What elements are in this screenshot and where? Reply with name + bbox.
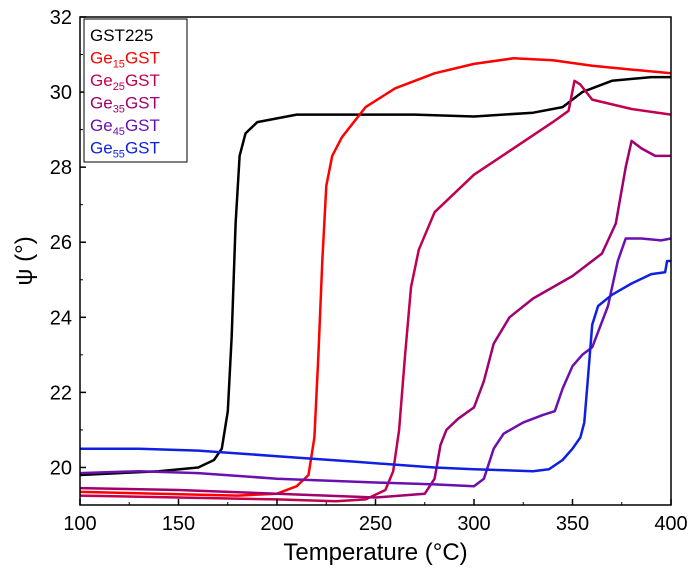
legend-entry-sub: 35	[113, 104, 125, 116]
legend-entry-6: Ge55GST	[90, 139, 160, 161]
series-line-3	[79, 79, 672, 503]
legend-entry-base: Ge	[90, 94, 113, 113]
legend: GST225Ge15GSTGe25GSTGe35GSTGe45GSTGe55GS…	[83, 18, 188, 163]
legend-entry-sub: 15	[113, 59, 125, 71]
y-tick-label: 28	[50, 157, 72, 179]
legend-entry-2: Ge15GST	[90, 49, 160, 71]
legend-box	[83, 18, 188, 163]
y-tick-label: 20	[50, 457, 72, 479]
legend-entry-suffix: GST	[125, 94, 160, 113]
x-tick-label: 250	[359, 513, 392, 535]
x-axis-title: Temperature (°C)	[283, 539, 467, 566]
x-tick-label: 200	[260, 513, 293, 535]
series-line-2	[79, 57, 672, 497]
legend-entry-3: Ge25GST	[90, 71, 160, 93]
series-line-4	[79, 139, 671, 499]
series-line-1	[79, 75, 671, 477]
series-line-6	[80, 259, 671, 473]
legend-entry-sub: 45	[113, 126, 125, 138]
x-tick-label: 400	[654, 513, 687, 535]
y-tick-label: 30	[50, 82, 72, 104]
legend-entry-base: Ge	[90, 71, 113, 90]
y-axis-title: ψ (°)	[11, 236, 38, 285]
series-layer	[79, 57, 672, 503]
y-tick-label: 24	[50, 307, 72, 329]
legend-entry-sub: 25	[113, 81, 125, 93]
legend-entry-base: Ge	[90, 116, 113, 135]
legend-entry-base: Ge	[90, 139, 113, 158]
legend-entry-suffix: GST	[125, 71, 160, 90]
series-line-5	[79, 237, 672, 488]
legend-entry-4: Ge35GST	[90, 94, 160, 116]
legend-entry-5: Ge45GST	[90, 116, 160, 138]
x-tick-label: 150	[162, 513, 195, 535]
y-tick-label: 32	[50, 7, 72, 29]
y-tick-label: 26	[50, 232, 72, 254]
x-tick-label: 350	[556, 513, 589, 535]
legend-entry-suffix: GST	[125, 116, 160, 135]
x-tick-label: 300	[457, 513, 490, 535]
legend-entry-base: GST225	[90, 26, 153, 45]
x-tick-label: 100	[63, 513, 96, 535]
legend-entry-suffix: GST	[125, 49, 160, 68]
y-tick-label: 22	[50, 382, 72, 404]
legend-entry-1: GST225	[90, 26, 153, 45]
legend-entry-base: Ge	[90, 49, 113, 68]
legend-entry-sub: 55	[113, 149, 125, 161]
legend-entry-suffix: GST	[125, 139, 160, 158]
ticks-layer: 100 150 200 250 300 350 400 20 22 24 26 28 30 32	[50, 7, 688, 535]
